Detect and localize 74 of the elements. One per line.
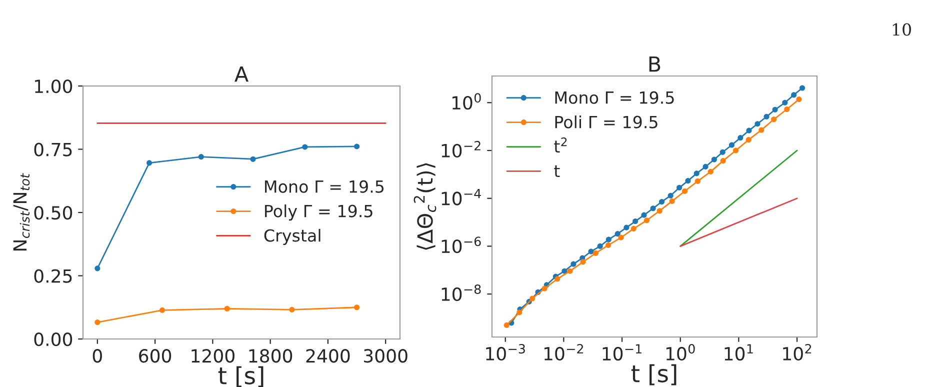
point: [658, 198, 665, 205]
point: [250, 156, 256, 162]
y-tick-label: 10$^{−2}$: [442, 140, 480, 158]
y-tick-label: 0.25: [34, 269, 72, 283]
y-tick-label: 0.00: [34, 332, 72, 346]
point: [728, 142, 735, 148]
x-tick-label: 10$^{1}$: [724, 344, 753, 361]
point: [754, 121, 760, 127]
point: [799, 85, 806, 91]
legend-label: Poly Γ = 19.5: [265, 204, 372, 221]
x-tick-label: 10$^{−1}$: [602, 344, 642, 361]
point: [720, 149, 726, 155]
point: [641, 212, 647, 218]
point: [685, 178, 691, 184]
point: [764, 114, 770, 120]
point: [570, 261, 576, 267]
x-tick-label: 2400: [306, 349, 350, 363]
text: 10: [892, 23, 912, 36]
x-tick-label: 10$^{0}$: [666, 344, 695, 361]
x-tick-label: 600: [139, 349, 172, 363]
legend-label: Crystal: [264, 228, 320, 246]
chart-title: A: [234, 66, 248, 82]
point: [668, 192, 674, 198]
point: [772, 106, 778, 112]
y-tick-label: 10$^{−6}$: [442, 236, 481, 254]
point: [650, 206, 656, 212]
point: [302, 144, 308, 150]
legend-label: Mono Γ = 19.5: [265, 180, 384, 193]
point: [791, 92, 797, 98]
point: [94, 320, 100, 326]
y-tick-label: 1.00: [35, 79, 72, 94]
x-tick-label: 3000: [364, 349, 408, 363]
y-tick-label: 0.50: [34, 206, 72, 220]
point: [606, 236, 612, 242]
point: [702, 164, 708, 170]
point: [146, 160, 152, 166]
y-tick-label: 10$^{−8}$: [442, 284, 481, 302]
point: [94, 266, 100, 272]
point: [746, 128, 752, 134]
x-tick-label: 10$^{−2}$: [544, 344, 583, 361]
legend-label: Poli Γ = 19.5: [555, 115, 658, 128]
y-tick-label: 10$^{−4}$: [442, 188, 481, 206]
y-tick-label: 10$^{0}$: [452, 93, 481, 110]
x-tick-label: 10$^{2}$: [783, 344, 812, 361]
point: [354, 304, 360, 310]
point: [289, 306, 295, 312]
point: [597, 243, 603, 249]
legend-label: t$^{2}$: [554, 137, 567, 152]
chart-title: B: [649, 56, 660, 72]
point: [632, 218, 638, 224]
legend-label: t: [554, 165, 560, 178]
point: [159, 307, 166, 313]
point: [198, 154, 204, 160]
x-tick-label: 10$^{−3}$: [486, 344, 525, 361]
legend-label: Mono Γ = 19.5: [555, 91, 674, 104]
point: [676, 184, 682, 190]
y-axis-title: ⟨ΔΘ$_{c}$$^{2}$(t)⟩: [414, 163, 436, 250]
point: [694, 170, 700, 176]
x-axis-title: t [s]: [218, 366, 264, 387]
y-axis-title: N$_{crist}$/N$_{tot}$: [13, 173, 30, 250]
x-tick-label: 1800: [249, 349, 292, 363]
point: [782, 100, 788, 106]
x-axis-title: t [s]: [631, 364, 676, 386]
point: [711, 156, 717, 162]
y-tick-label: 0.75: [34, 142, 72, 156]
point: [562, 268, 568, 274]
point: [738, 135, 744, 141]
x-tick-label: 0: [92, 349, 102, 363]
x-tick-label: 1200: [192, 349, 234, 363]
point: [516, 310, 522, 316]
point: [354, 144, 360, 150]
point: [224, 306, 230, 312]
point: [624, 224, 630, 230]
point: [614, 231, 620, 237]
